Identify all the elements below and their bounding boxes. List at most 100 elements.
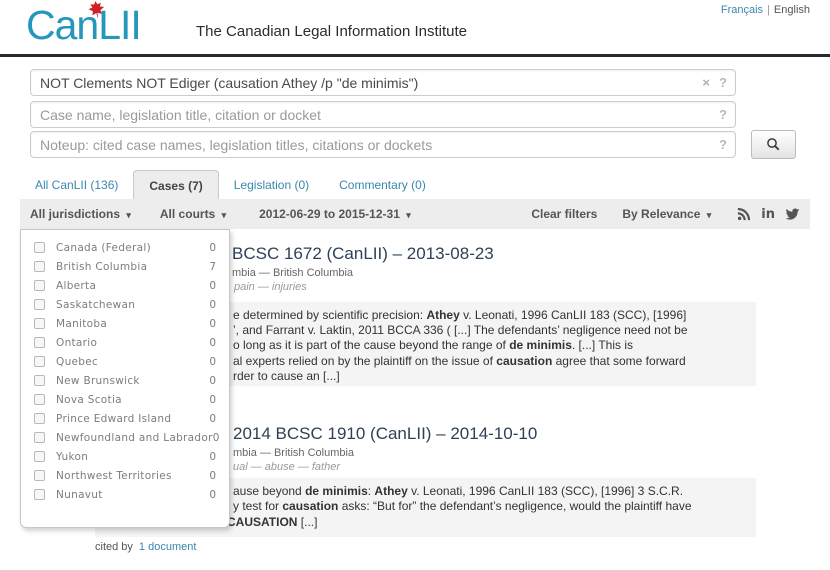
snippet-line: ’, and Farrant v. Laktin, 2011 BCCA 336 … bbox=[233, 323, 688, 337]
tab-all-canlii[interactable]: All CanLII (136) bbox=[35, 178, 119, 192]
jurisdiction-label: Saskatchewan bbox=[56, 298, 136, 311]
result-court-line: mbia — British Columbia bbox=[232, 267, 354, 279]
lang-english-current: English bbox=[773, 4, 810, 16]
jurisdiction-count: 0 bbox=[209, 298, 216, 311]
lang-separator: | bbox=[767, 4, 770, 16]
snippet-line: al experts relied on by the plaintiff on… bbox=[233, 354, 686, 368]
checkbox-icon[interactable] bbox=[34, 337, 45, 348]
jurisdiction-label: New Brunswick bbox=[56, 374, 140, 387]
checkbox-icon[interactable] bbox=[34, 318, 45, 329]
maple-leaf-icon bbox=[88, 1, 105, 18]
checkbox-icon[interactable] bbox=[34, 375, 45, 386]
jurisdiction-option[interactable]: British Columbia 7 bbox=[21, 257, 229, 276]
search-submit-button[interactable] bbox=[751, 130, 796, 159]
query-help-icon[interactable]: ? bbox=[719, 75, 727, 90]
jurisdiction-label: Nunavut bbox=[56, 488, 103, 501]
language-switcher: Français | English bbox=[721, 4, 810, 16]
header: CanLII The Canadian Legal Information In… bbox=[0, 0, 830, 57]
title-input-row: ? bbox=[30, 101, 736, 129]
jurisdiction-option[interactable]: Ontario 0 bbox=[21, 333, 229, 352]
jurisdiction-count: 0 bbox=[212, 431, 220, 444]
jurisdiction-count: 0 bbox=[209, 355, 216, 368]
checkbox-icon[interactable] bbox=[34, 261, 45, 272]
jurisdiction-count: 0 bbox=[209, 412, 216, 425]
site-tagline: The Canadian Legal Information Institute bbox=[196, 23, 468, 40]
tabs: All CanLII (136) Cases (7) Legislation (0)… bbox=[20, 170, 441, 199]
jurisdiction-label: Alberta bbox=[56, 279, 97, 292]
linkedin-icon[interactable]: in bbox=[761, 206, 775, 222]
result-keywords: ual — abuse — father bbox=[233, 461, 341, 473]
jurisdiction-option[interactable]: Canada (Federal) 0 bbox=[21, 238, 229, 257]
checkbox-icon[interactable] bbox=[34, 356, 45, 367]
twitter-icon[interactable] bbox=[785, 207, 800, 221]
rss-icon[interactable] bbox=[737, 207, 751, 221]
checkbox-icon[interactable] bbox=[34, 299, 45, 310]
jurisdiction-option[interactable]: Yukon 0 bbox=[21, 447, 229, 466]
sort-by-button[interactable]: By Relevance ▾ bbox=[622, 207, 712, 221]
jurisdiction-count: 0 bbox=[209, 393, 216, 406]
checkbox-icon[interactable] bbox=[34, 280, 45, 291]
tab-cases[interactable]: Cases (7) bbox=[133, 170, 219, 199]
noteup-input-row: ? bbox=[30, 131, 736, 159]
jurisdiction-option[interactable]: Manitoba 0 bbox=[21, 314, 229, 333]
checkbox-icon[interactable] bbox=[34, 470, 45, 481]
snippet-line: CAUSATION [...] bbox=[227, 515, 318, 529]
clear-filters-button[interactable]: Clear filters bbox=[531, 207, 598, 221]
jurisdiction-count: 0 bbox=[209, 469, 216, 482]
jurisdiction-option[interactable]: Newfoundland and Labrador 0 bbox=[21, 428, 229, 447]
tab-legislation[interactable]: Legislation (0) bbox=[233, 178, 310, 192]
result-keywords: pain — injuries bbox=[234, 281, 307, 293]
jurisdiction-label: Quebec bbox=[56, 355, 99, 368]
jurisdiction-label: British Columbia bbox=[56, 260, 148, 273]
jurisdiction-option[interactable]: Prince Edward Island 0 bbox=[21, 409, 229, 428]
cited-by-row: cited by 1 document bbox=[95, 541, 196, 553]
checkbox-icon[interactable] bbox=[34, 242, 45, 253]
noteup-search-input[interactable] bbox=[30, 131, 736, 158]
jurisdiction-option[interactable]: Northwest Territories 0 bbox=[21, 466, 229, 485]
social-icons: in bbox=[727, 207, 800, 222]
jurisdiction-label: Northwest Territories bbox=[56, 469, 172, 482]
jurisdiction-option[interactable]: Quebec 0 bbox=[21, 352, 229, 371]
snippet-line: ause beyond de minimis: Athey v. Leonati… bbox=[233, 484, 684, 498]
courts-filter-button[interactable]: All courts ▾ bbox=[159, 207, 227, 221]
query-input-row: × ? bbox=[30, 69, 736, 97]
jurisdiction-label: Yukon bbox=[56, 450, 89, 463]
jurisdiction-count: 0 bbox=[209, 488, 216, 501]
jurisdiction-option[interactable]: New Brunswick 0 bbox=[21, 371, 229, 390]
case-name-search-input[interactable] bbox=[30, 101, 736, 128]
snippet-line: e determined by scientific precision: At… bbox=[233, 308, 687, 322]
fulltext-search-input[interactable] bbox=[30, 69, 736, 96]
jurisdiction-count: 7 bbox=[209, 260, 216, 273]
tab-commentary[interactable]: Commentary (0) bbox=[339, 178, 426, 192]
checkbox-icon[interactable] bbox=[34, 451, 45, 462]
jurisdiction-option[interactable]: Nova Scotia 0 bbox=[21, 390, 229, 409]
jurisdiction-count: 0 bbox=[209, 450, 216, 463]
jurisdiction-option[interactable]: Nunavut 0 bbox=[21, 485, 229, 504]
chevron-down-icon: ▾ bbox=[221, 210, 227, 220]
snippet-line: o long as it is part of the cause beyond… bbox=[233, 338, 633, 352]
jurisdiction-count: 0 bbox=[209, 241, 216, 254]
result-title-link[interactable]: BCSC 1672 (CanLII) – 2013-08-23 bbox=[232, 244, 494, 263]
checkbox-icon[interactable] bbox=[34, 432, 45, 443]
canlii-logo[interactable]: CanLII bbox=[26, 2, 142, 48]
checkbox-icon[interactable] bbox=[34, 489, 45, 500]
result-title-link[interactable]: 2014 BCSC 1910 (CanLII) – 2014-10-10 bbox=[233, 424, 538, 443]
lang-french-link[interactable]: Français bbox=[720, 4, 764, 16]
date-range-filter-button[interactable]: 2012-06-29 to 2015-12-31 ▾ bbox=[259, 207, 411, 221]
checkbox-icon[interactable] bbox=[34, 394, 45, 405]
chevron-down-icon: ▾ bbox=[706, 210, 712, 220]
cited-by-link[interactable]: 1 document bbox=[138, 541, 197, 553]
title-help-icon[interactable]: ? bbox=[719, 107, 727, 122]
cited-by-label: cited by bbox=[95, 541, 133, 553]
jurisdictions-filter-button[interactable]: All jurisdictions ▾ bbox=[30, 207, 131, 221]
filter-bar: All jurisdictions ▾ All courts ▾ 2012-06… bbox=[20, 199, 810, 229]
jurisdiction-count: 0 bbox=[209, 317, 216, 330]
checkbox-icon[interactable] bbox=[34, 413, 45, 424]
noteup-help-icon[interactable]: ? bbox=[719, 137, 727, 152]
snippet-line: y test for causation asks: “But for” the… bbox=[233, 499, 692, 513]
clear-query-icon[interactable]: × bbox=[702, 75, 710, 90]
jurisdiction-option[interactable]: Alberta 0 bbox=[21, 276, 229, 295]
jurisdiction-option[interactable]: Saskatchewan 0 bbox=[21, 295, 229, 314]
jurisdiction-label: Canada (Federal) bbox=[56, 241, 152, 254]
